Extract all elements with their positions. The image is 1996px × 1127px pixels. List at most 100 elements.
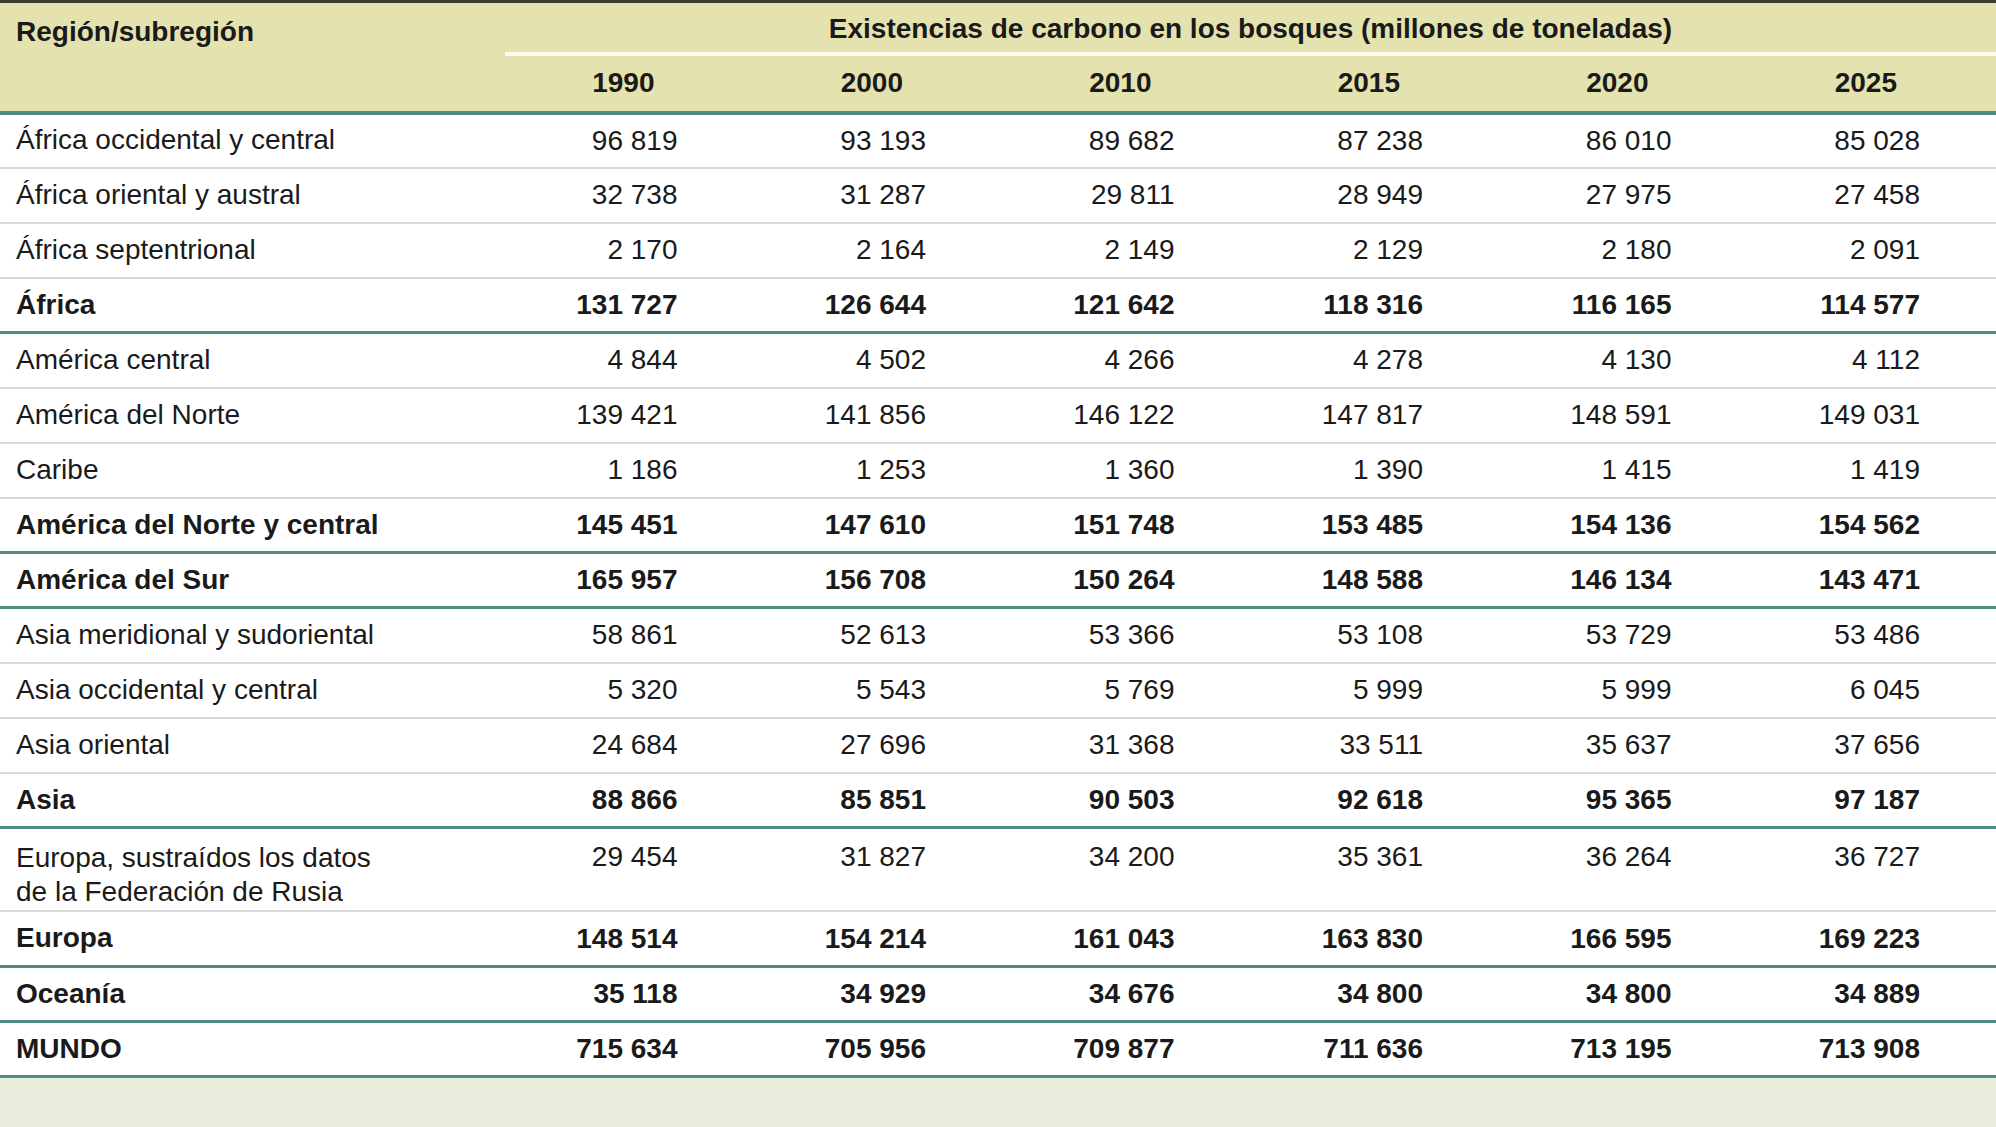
group-header-row: Región/subregión Existencias de carbono …	[0, 2, 1996, 54]
bottom-strip	[0, 1078, 1996, 1127]
value-cell: 4 266	[1002, 333, 1251, 388]
region-label: Europa, sustraídos los datos de la Feder…	[0, 828, 505, 912]
value-cell: 4 130	[1499, 333, 1748, 388]
year-column-header: 2015	[1251, 54, 1500, 113]
region-row: África occidental y central96 81993 1938…	[0, 113, 1996, 168]
value-cell: 165 957	[505, 553, 754, 608]
table-header: Región/subregión Existencias de carbono …	[0, 2, 1996, 113]
total-row: América del Sur165 957156 708150 264148 …	[0, 553, 1996, 608]
value-cell: 34 800	[1251, 966, 1500, 1021]
value-cell: 143 471	[1748, 553, 1996, 608]
value-cell: 34 676	[1002, 966, 1251, 1021]
value-cell: 4 844	[505, 333, 754, 388]
value-cell: 27 458	[1748, 168, 1996, 223]
value-cell: 1 419	[1748, 443, 1996, 498]
region-label: África oriental y austral	[0, 168, 505, 223]
value-cell: 5 999	[1251, 663, 1500, 718]
value-cell: 163 830	[1251, 911, 1500, 966]
value-cell: 146 134	[1499, 553, 1748, 608]
value-cell: 116 165	[1499, 278, 1748, 333]
value-cell: 126 644	[754, 278, 1003, 333]
value-cell: 90 503	[1002, 773, 1251, 828]
total-row: MUNDO715 634705 956709 877711 636713 195…	[0, 1021, 1996, 1076]
value-cell: 88 866	[505, 773, 754, 828]
value-cell: 27 975	[1499, 168, 1748, 223]
value-cell: 31 368	[1002, 718, 1251, 773]
region-row: Caribe1 1861 2531 3601 3901 4151 419	[0, 443, 1996, 498]
region-label: África occidental y central	[0, 113, 505, 168]
value-cell: 29 454	[505, 828, 754, 912]
value-cell: 24 684	[505, 718, 754, 773]
value-cell: 156 708	[754, 553, 1003, 608]
value-cell: 95 365	[1499, 773, 1748, 828]
value-cell: 34 200	[1002, 828, 1251, 912]
value-cell: 1 390	[1251, 443, 1500, 498]
value-cell: 161 043	[1002, 911, 1251, 966]
region-label: Caribe	[0, 443, 505, 498]
value-cell: 37 656	[1748, 718, 1996, 773]
value-cell: 4 502	[754, 333, 1003, 388]
forest-carbon-stock-table: Región/subregión Existencias de carbono …	[0, 0, 1996, 1078]
total-row: Oceanía35 11834 92934 67634 80034 80034 …	[0, 966, 1996, 1021]
region-row: África oriental y austral32 73831 28729 …	[0, 168, 1996, 223]
value-cell: 33 511	[1251, 718, 1500, 773]
region-label: América del Norte	[0, 388, 505, 443]
region-label: América del Sur	[0, 553, 505, 608]
value-cell: 28 949	[1251, 168, 1500, 223]
value-cell: 93 193	[754, 113, 1003, 168]
table-title: Existencias de carbono en los bosques (m…	[505, 2, 1996, 54]
value-cell: 2 129	[1251, 223, 1500, 278]
year-column-header: 1990	[505, 54, 754, 113]
value-cell: 118 316	[1251, 278, 1500, 333]
region-row: Asia occidental y central5 3205 5435 769…	[0, 663, 1996, 718]
value-cell: 34 889	[1748, 966, 1996, 1021]
total-row: Europa148 514154 214161 043163 830166 59…	[0, 911, 1996, 966]
value-cell: 148 514	[505, 911, 754, 966]
value-cell: 87 238	[1251, 113, 1500, 168]
region-row: Asia oriental24 68427 69631 36833 51135 …	[0, 718, 1996, 773]
year-column-header: 2010	[1002, 54, 1251, 113]
total-row: Asia88 86685 85190 50392 61895 36597 187	[0, 773, 1996, 828]
value-cell: 96 819	[505, 113, 754, 168]
region-label: Asia meridional y sudoriental	[0, 608, 505, 663]
value-cell: 713 195	[1499, 1021, 1748, 1076]
region-row: Asia meridional y sudoriental58 86152 61…	[0, 608, 1996, 663]
region-label: Asia	[0, 773, 505, 828]
value-cell: 1 415	[1499, 443, 1748, 498]
value-cell: 32 738	[505, 168, 754, 223]
value-cell: 153 485	[1251, 498, 1500, 553]
value-cell: 97 187	[1748, 773, 1996, 828]
value-cell: 147 610	[754, 498, 1003, 553]
value-cell: 4 278	[1251, 333, 1500, 388]
value-cell: 5 320	[505, 663, 754, 718]
region-label: América del Norte y central	[0, 498, 505, 553]
value-cell: 27 696	[754, 718, 1003, 773]
value-cell: 1 360	[1002, 443, 1251, 498]
value-cell: 34 800	[1499, 966, 1748, 1021]
value-cell: 154 136	[1499, 498, 1748, 553]
value-cell: 34 929	[754, 966, 1003, 1021]
value-cell: 5 769	[1002, 663, 1251, 718]
value-cell: 154 214	[754, 911, 1003, 966]
value-cell: 89 682	[1002, 113, 1251, 168]
value-cell: 148 588	[1251, 553, 1500, 608]
value-cell: 147 817	[1251, 388, 1500, 443]
value-cell: 5 543	[754, 663, 1003, 718]
region-row: América central4 8444 5024 2664 2784 130…	[0, 333, 1996, 388]
total-row: África131 727126 644121 642118 316116 16…	[0, 278, 1996, 333]
value-cell: 86 010	[1499, 113, 1748, 168]
value-cell: 2 164	[754, 223, 1003, 278]
value-cell: 711 636	[1251, 1021, 1500, 1076]
value-cell: 35 637	[1499, 718, 1748, 773]
value-cell: 114 577	[1748, 278, 1996, 333]
value-cell: 151 748	[1002, 498, 1251, 553]
value-cell: 36 264	[1499, 828, 1748, 912]
value-cell: 150 264	[1002, 553, 1251, 608]
region-label: Europa	[0, 911, 505, 966]
value-cell: 1 253	[754, 443, 1003, 498]
value-cell: 713 908	[1748, 1021, 1996, 1076]
region-label: África	[0, 278, 505, 333]
value-cell: 53 729	[1499, 608, 1748, 663]
value-cell: 149 031	[1748, 388, 1996, 443]
value-cell: 29 811	[1002, 168, 1251, 223]
